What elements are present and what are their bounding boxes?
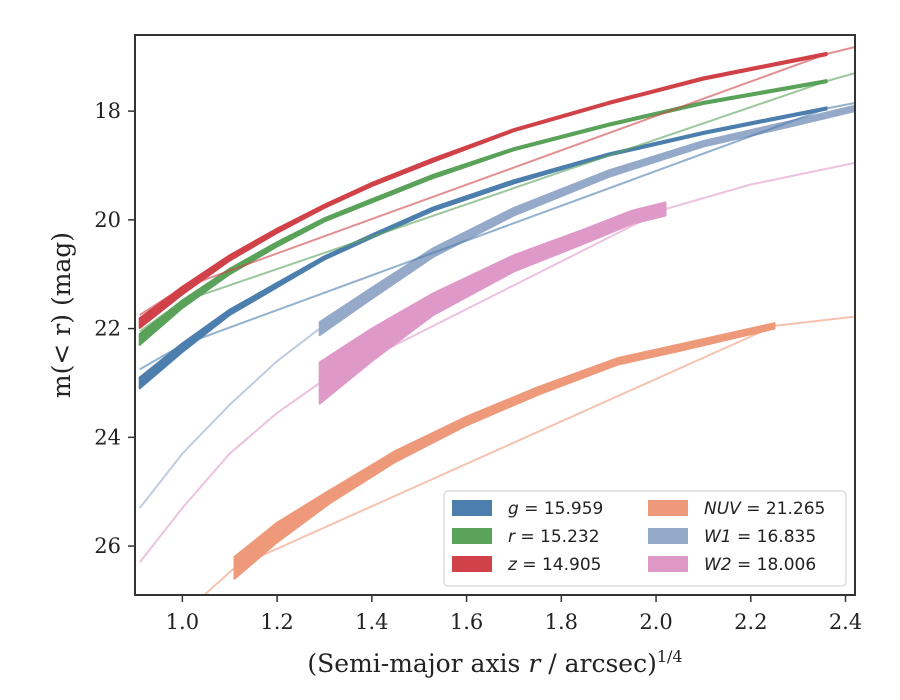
x-tick-label: 2.0	[639, 610, 672, 634]
legend: g = 15.959 r = 15.232 z = 14.905 NUV = 21.2…	[443, 490, 847, 587]
series-w2-band	[318, 201, 667, 405]
x-axis: 1.0 1.2 1.4 1.6 1.8 2.0 2.2 2.4	[166, 595, 862, 634]
y-tick-label: 18	[94, 99, 121, 123]
series-g-extrapolation	[139, 102, 855, 371]
x-tick-label: 1.2	[260, 610, 293, 634]
legend-label-w2: W2 = 18.006	[704, 555, 816, 575]
y-tick-label: 22	[94, 317, 121, 341]
x-tick-label: 1.0	[166, 610, 199, 634]
legend-label-r: r = 15.232	[508, 527, 600, 547]
legend-label-z: z = 14.905	[507, 555, 601, 575]
series-nuv-band	[233, 322, 776, 580]
x-tick-label: 1.8	[545, 610, 578, 634]
plot-frame	[134, 34, 856, 596]
y-axis: 18 20 22 24 26	[94, 99, 135, 558]
series-w1-band	[318, 104, 855, 337]
series-layer	[138, 46, 855, 595]
y-tick-label: 20	[94, 208, 121, 232]
y-tick-label: 24	[94, 425, 121, 449]
x-axis-label-exponent: 1/4	[657, 647, 683, 666]
series-g-band	[138, 106, 828, 390]
legend-swatch-w2	[648, 556, 688, 572]
legend-label-w1: W1 = 16.835	[704, 527, 816, 547]
legend-label-g: g = 15.959	[508, 499, 603, 519]
legend-swatch-w1	[648, 528, 688, 544]
y-tick-label: 26	[94, 534, 121, 558]
series-w2-extrapolation	[138, 161, 855, 564]
y-axis-label: m(< r) (mag)	[47, 232, 76, 398]
series-r-band	[138, 79, 828, 346]
series-z-band	[138, 51, 828, 329]
x-tick-label: 2.2	[734, 610, 767, 634]
legend-frame	[443, 490, 847, 587]
series-nuv-extrapolation	[202, 315, 855, 595]
x-tick-label: 2.4	[829, 610, 862, 634]
x-axis-label: (Semi-major axis r / arcsec)1/4	[307, 647, 682, 678]
legend-swatch-r	[452, 528, 492, 544]
x-tick-label: 1.6	[450, 610, 483, 634]
legend-swatch-z	[452, 556, 492, 572]
legend-swatch-nuv	[648, 500, 688, 516]
x-tick-label: 1.4	[355, 610, 388, 634]
series-w1-extrapolation	[138, 327, 321, 509]
legend-label-nuv: NUV = 21.265	[704, 499, 825, 519]
legend-swatch-g	[452, 500, 492, 516]
